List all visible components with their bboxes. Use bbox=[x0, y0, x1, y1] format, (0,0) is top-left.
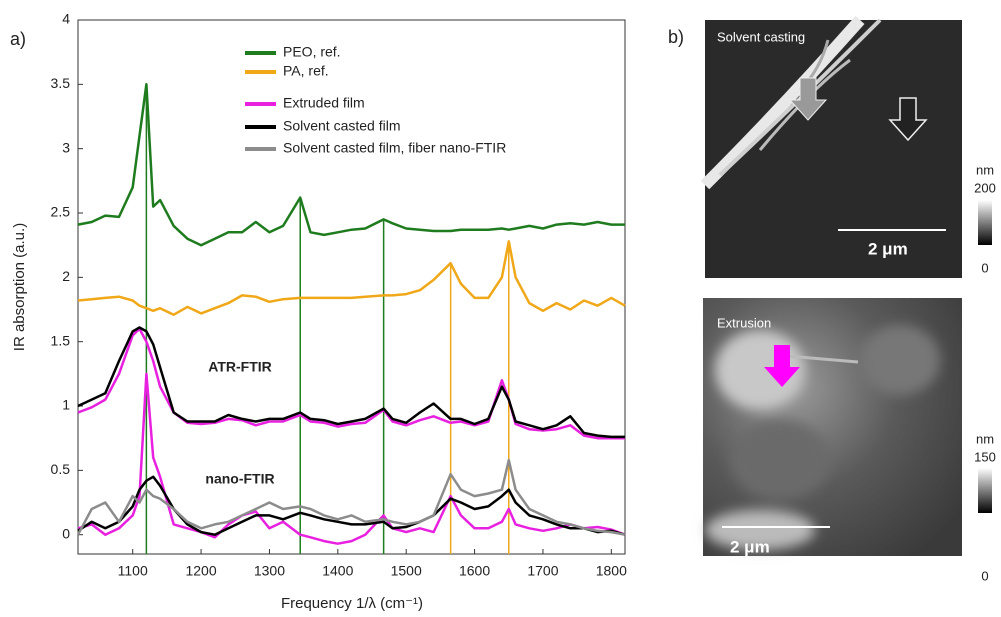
x-tick-label: 1400 bbox=[322, 563, 353, 579]
y-tick-label: 0 bbox=[62, 525, 70, 541]
scale-bar-label: 2 μm bbox=[868, 239, 908, 258]
x-tick-label: 1800 bbox=[596, 563, 627, 579]
x-tick-label: 1600 bbox=[459, 563, 490, 579]
spectrum-line bbox=[77, 372, 626, 545]
legend-label: Solvent casted film, fiber nano-FTIR bbox=[283, 140, 506, 156]
y-tick-label: 1.5 bbox=[51, 332, 71, 348]
colorbar-unit: nm bbox=[976, 162, 994, 177]
scale-bar-label: 2 μm bbox=[730, 537, 770, 556]
legend-label: PEO, ref. bbox=[283, 44, 341, 60]
y-tick-label: 0.5 bbox=[51, 461, 71, 477]
image-title: Extrusion bbox=[717, 315, 771, 330]
y-tick-label: 3.5 bbox=[51, 75, 71, 91]
panel-label: a) bbox=[10, 29, 26, 49]
colorbar-unit: nm bbox=[976, 431, 994, 446]
colorbar bbox=[978, 200, 992, 245]
afm-image bbox=[703, 298, 962, 556]
x-axis-title: Frequency 1/λ (cm⁻¹) bbox=[281, 595, 423, 612]
spectrum-line bbox=[77, 83, 625, 247]
spectrum-line bbox=[76, 458, 626, 536]
y-tick-label: 3 bbox=[62, 139, 70, 155]
colorbar-max: 150 bbox=[974, 449, 996, 464]
x-tick-label: 1100 bbox=[118, 563, 148, 579]
annotation: ATR-FTIR bbox=[208, 359, 272, 375]
spectrum-line bbox=[77, 240, 626, 316]
colorbar-max: 200 bbox=[974, 180, 996, 195]
legend-label: PA, ref. bbox=[283, 63, 329, 79]
y-tick-label: 2 bbox=[62, 268, 70, 284]
y-tick-label: 4 bbox=[62, 11, 70, 27]
x-tick-label: 1300 bbox=[254, 563, 285, 579]
panel-label: b) bbox=[668, 27, 684, 47]
legend-label: Extruded film bbox=[283, 95, 365, 111]
spectrum-line bbox=[77, 475, 626, 536]
colorbar-min: 0 bbox=[981, 568, 988, 583]
x-tick-label: 1500 bbox=[391, 563, 422, 579]
afm-image bbox=[700, 16, 962, 278]
image-title: Solvent casting bbox=[717, 29, 805, 44]
spectrum-line bbox=[77, 327, 625, 440]
y-tick-label: 2.5 bbox=[51, 204, 71, 220]
x-tick-label: 1200 bbox=[185, 563, 216, 579]
colorbar-min: 0 bbox=[981, 260, 988, 275]
spectrum-line bbox=[77, 326, 625, 439]
y-tick-label: 1 bbox=[62, 397, 70, 413]
plot-frame bbox=[77, 19, 626, 555]
x-tick-label: 1700 bbox=[527, 563, 558, 579]
annotation: nano-FTIR bbox=[205, 471, 274, 487]
y-axis-title: IR absorption (a.u.) bbox=[11, 223, 28, 351]
legend-label: Solvent casted film bbox=[283, 118, 401, 134]
colorbar bbox=[978, 468, 992, 513]
